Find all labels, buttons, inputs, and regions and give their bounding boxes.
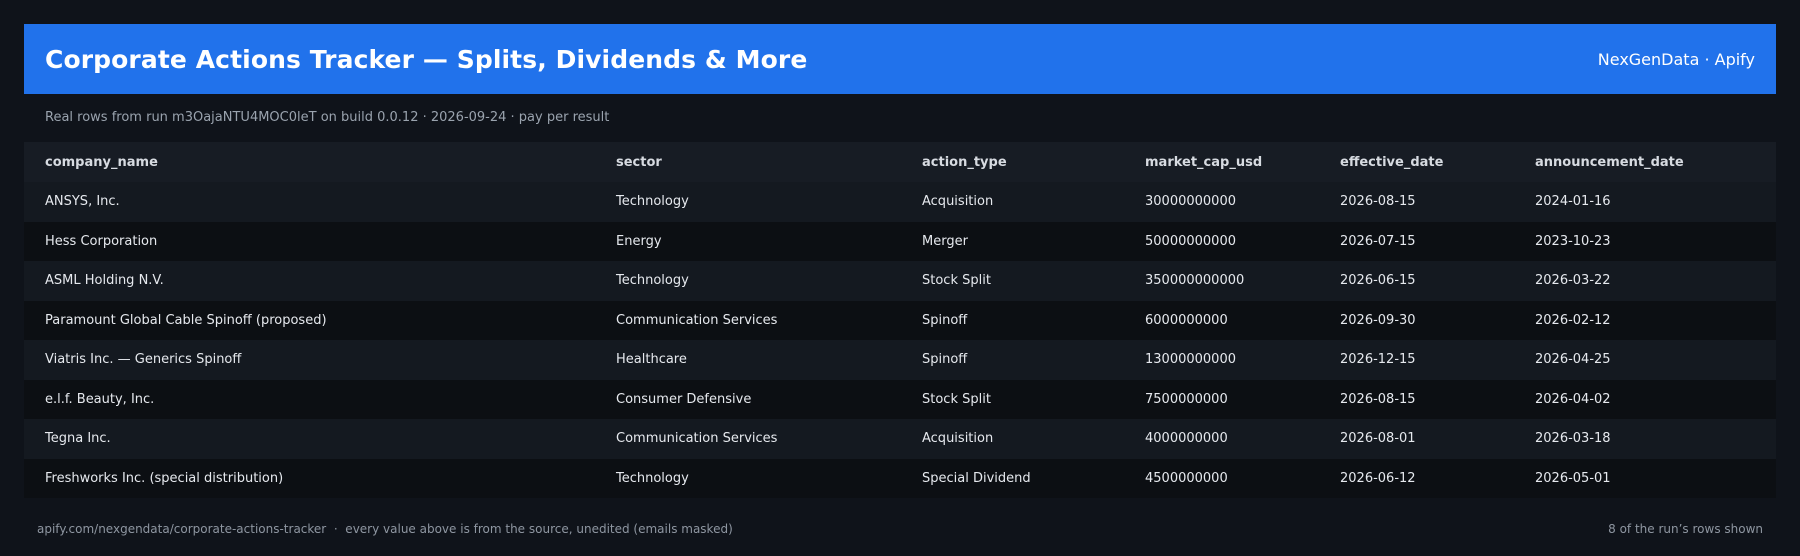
table-cell-effective-date: 2026-12-15 (1340, 352, 1416, 368)
table-row: ASML Holding N.V. Technology Stock Split 35… (24, 261, 1776, 301)
table-cell-action-type: Spinoff (922, 352, 968, 368)
table-cell-effective-date: 2026-07-15 (1340, 233, 1416, 249)
table-cell-sector: Technology (616, 470, 689, 486)
table-cell-effective-date: 2026-06-12 (1340, 470, 1416, 486)
brand-label: NexGenData · Apify (1597, 49, 1755, 69)
table-cell-company-name: Viatris Inc. — Generics Spinoff (45, 352, 242, 368)
column-header: action_type (922, 154, 1007, 170)
table-cell-action-type: Spinoff (922, 312, 968, 328)
table-cell-sector: Consumer Defensive (616, 391, 752, 407)
table-row: Hess Corporation Energy Merger 50000000000 2… (24, 221, 1776, 261)
table-row: Tegna Inc. Communication Services Acquisit… (24, 419, 1776, 459)
table-cell-sector: Energy (616, 233, 662, 249)
column-header: effective_date (1340, 154, 1444, 170)
table-cell-market-cap-usd: 50000000000 (1145, 233, 1236, 249)
table-cell-action-type: Special Dividend (922, 470, 1031, 486)
table-cell-market-cap-usd: 6000000000 (1145, 312, 1228, 328)
column-header: sector (616, 154, 662, 170)
table-cell-action-type: Merger (922, 233, 968, 249)
table-cell-action-type: Stock Split (922, 391, 991, 407)
table-cell-company-name: Paramount Global Cable Spinoff (proposed… (45, 312, 327, 328)
table-cell-company-name: e.l.f. Beauty, Inc. (45, 391, 155, 407)
table-cell-effective-date: 2026-08-15 (1340, 194, 1416, 210)
table-row: Viatris Inc. — Generics Spinoff Healthcar… (24, 340, 1776, 380)
page-title: Corporate Actions Tracker — Splits, Divi… (45, 44, 808, 74)
table-cell-announcement-date: 2026-03-18 (1535, 431, 1611, 447)
footer-row-count: 8 of the run’s rows shown (1608, 522, 1763, 536)
table-row: Paramount Global Cable Spinoff (proposed… (24, 300, 1776, 340)
table-cell-effective-date: 2026-09-30 (1340, 312, 1416, 328)
table-cell-market-cap-usd: 350000000000 (1145, 273, 1245, 289)
table-cell-action-type: Acquisition (922, 194, 994, 210)
column-header: company_name (45, 154, 158, 170)
run-subtitle: Real rows from run m3OajaNTU4MOC0leT on … (45, 110, 610, 125)
table-cell-company-name: Tegna Inc. (45, 431, 111, 447)
table-cell-action-type: Acquisition (922, 431, 994, 447)
table-cell-sector: Technology (616, 273, 689, 289)
table-cell-effective-date: 2026-08-01 (1340, 431, 1416, 447)
table-row: e.l.f. Beauty, Inc. Consumer Defensive Sto… (24, 379, 1776, 419)
table-cell-company-name: Freshworks Inc. (special distribution) (45, 470, 284, 486)
table-cell-market-cap-usd: 4000000000 (1145, 431, 1228, 447)
table-cell-announcement-date: 2024-01-16 (1535, 194, 1611, 210)
table-cell-announcement-date: 2026-03-22 (1535, 273, 1611, 289)
footer-source-note: apify.com/nexgendata/corporate-actions-t… (37, 522, 733, 536)
table-cell-company-name: Hess Corporation (45, 233, 158, 249)
column-header: market_cap_usd (1145, 154, 1263, 170)
table-cell-market-cap-usd: 4500000000 (1145, 470, 1228, 486)
header-bar: Corporate Actions Tracker — Splits, Divi… (24, 24, 1776, 94)
table-cell-market-cap-usd: 7500000000 (1145, 391, 1228, 407)
data-table: company_name sector action_type market_c… (24, 142, 1776, 498)
table-cell-announcement-date: 2023-10-23 (1535, 233, 1611, 249)
table-cell-sector: Healthcare (616, 352, 687, 368)
table-cell-announcement-date: 2026-05-01 (1535, 470, 1611, 486)
table-cell-effective-date: 2026-06-15 (1340, 273, 1416, 289)
table-cell-announcement-date: 2026-04-25 (1535, 352, 1611, 368)
table-cell-company-name: ASML Holding N.V. (45, 273, 164, 289)
column-header: announcement_date (1535, 154, 1684, 170)
table-cell-sector: Communication Services (616, 312, 778, 328)
table-cell-market-cap-usd: 13000000000 (1145, 352, 1236, 368)
table-cell-effective-date: 2026-08-15 (1340, 391, 1416, 407)
table-cell-sector: Communication Services (616, 431, 778, 447)
table-cell-sector: Technology (616, 194, 689, 210)
table-cell-announcement-date: 2026-04-02 (1535, 391, 1611, 407)
table-row: Freshworks Inc. (special distribution) Te… (24, 458, 1776, 498)
table-cell-market-cap-usd: 30000000000 (1145, 194, 1236, 210)
table-cell-announcement-date: 2026-02-12 (1535, 312, 1611, 328)
table-row: ANSYS, Inc. Technology Acquisition 30000000… (24, 182, 1776, 222)
table-cell-company-name: ANSYS, Inc. (45, 194, 120, 210)
table-body: ANSYS, Inc. Technology Acquisition 30000000… (24, 182, 1776, 498)
table-cell-action-type: Stock Split (922, 273, 991, 289)
table-header-row: company_name sector action_type market_c… (24, 142, 1776, 182)
